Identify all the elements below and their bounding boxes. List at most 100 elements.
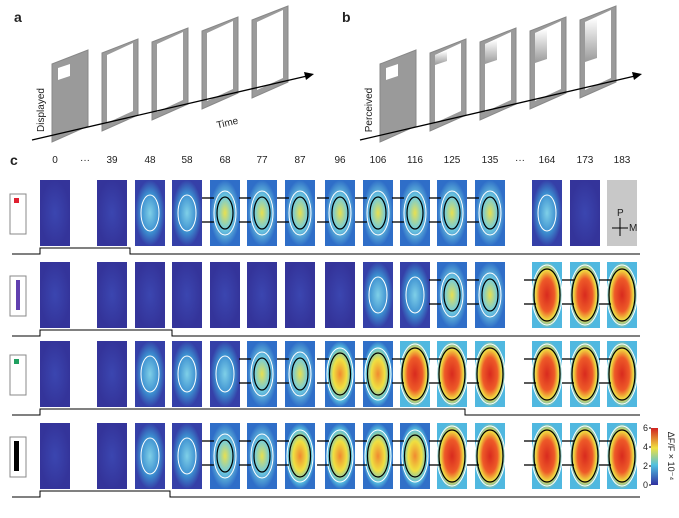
- contour: [571, 268, 599, 322]
- stimulus-trace: [435, 51, 447, 65]
- contour: [140, 355, 160, 393]
- contour: [569, 264, 601, 326]
- frame-label: 58: [181, 155, 193, 166]
- stimulus-trace: [535, 29, 547, 63]
- contour: [569, 343, 601, 405]
- frame-label: 0: [52, 155, 58, 166]
- contour: [328, 352, 352, 396]
- axis-label: Time: [216, 116, 240, 132]
- contour: [291, 357, 309, 391]
- contour: [253, 357, 271, 391]
- contour: [531, 264, 563, 326]
- contour: [608, 429, 636, 483]
- frame-label: 164: [539, 155, 556, 166]
- contour: [366, 190, 390, 236]
- response-frame: [607, 423, 637, 489]
- contour: [288, 190, 312, 236]
- contour: [401, 429, 429, 483]
- frame-label: 135: [482, 155, 499, 166]
- stimulus-timeline: [12, 490, 640, 498]
- panel-label: b: [342, 9, 351, 25]
- contour: [443, 278, 461, 312]
- contour: [606, 264, 638, 326]
- panel-label: a: [14, 9, 22, 25]
- contour: [571, 429, 599, 483]
- contour: [571, 347, 599, 401]
- contour: [177, 437, 197, 475]
- response-frame: [247, 262, 277, 328]
- response-frame: [532, 180, 562, 246]
- contour: [328, 434, 352, 478]
- contour: [326, 429, 354, 483]
- contour: [213, 190, 237, 236]
- contour: [250, 433, 274, 479]
- contour: [533, 347, 561, 401]
- contour: [250, 190, 274, 236]
- colorbar-label: ΔF/F × 10⁻⁴: [666, 432, 676, 481]
- response-frame: [97, 180, 127, 246]
- contour: [177, 194, 197, 232]
- axis-label: Perceived: [364, 88, 375, 132]
- contour: [531, 343, 563, 405]
- contour: [533, 429, 561, 483]
- contour: [406, 196, 424, 230]
- contour: [405, 276, 425, 314]
- contour: [476, 347, 504, 401]
- contour: [606, 343, 638, 405]
- frame-window: [435, 43, 461, 123]
- time-arrow: [359, 75, 636, 141]
- response-frame: [40, 341, 70, 407]
- contour: [250, 351, 274, 397]
- response-frame: [97, 423, 127, 489]
- response-frame: [172, 423, 202, 489]
- contour: [326, 347, 354, 401]
- response-frame: [210, 341, 240, 407]
- colorbar: [651, 428, 658, 485]
- contour: [478, 272, 502, 318]
- response-frame: [437, 341, 467, 407]
- response-frame: [532, 262, 562, 328]
- axis-label: Displayed: [36, 88, 47, 132]
- response-frame: [363, 262, 393, 328]
- response-frame: [172, 262, 202, 328]
- contour: [438, 429, 466, 483]
- contour: [474, 343, 506, 405]
- contour: [440, 190, 464, 236]
- response-frame: [475, 341, 505, 407]
- frame-label: ···: [515, 155, 525, 166]
- colorbar-tick-label: 6: [643, 423, 648, 433]
- contour: [253, 439, 271, 473]
- response-frame: [172, 180, 202, 246]
- contour: [608, 268, 636, 322]
- frame-window: [257, 10, 283, 90]
- contour: [366, 352, 390, 396]
- contour: [399, 343, 431, 405]
- contour: [369, 196, 387, 230]
- contour: [286, 429, 314, 483]
- stimulus-trace: [585, 18, 597, 62]
- frame-window: [207, 21, 233, 101]
- contour: [608, 347, 636, 401]
- contour: [481, 278, 499, 312]
- contour: [288, 434, 312, 478]
- response-frame: [172, 341, 202, 407]
- contour: [606, 425, 638, 487]
- contour: [253, 196, 271, 230]
- response-frame: [97, 262, 127, 328]
- response-frame: [570, 262, 600, 328]
- frame-label: 77: [256, 155, 268, 166]
- response-frame: [532, 341, 562, 407]
- response-frame: [400, 341, 430, 407]
- contour: [140, 437, 160, 475]
- contour: [403, 190, 427, 236]
- frame-label: 39: [106, 155, 118, 166]
- response-frame: [400, 262, 430, 328]
- response-frame: [285, 262, 315, 328]
- frame-label: 125: [444, 155, 461, 166]
- stimulus: [14, 441, 19, 471]
- contour: [364, 429, 392, 483]
- contour: [291, 196, 309, 230]
- stimulus-icon: [9, 193, 27, 235]
- arrow-head: [632, 72, 642, 80]
